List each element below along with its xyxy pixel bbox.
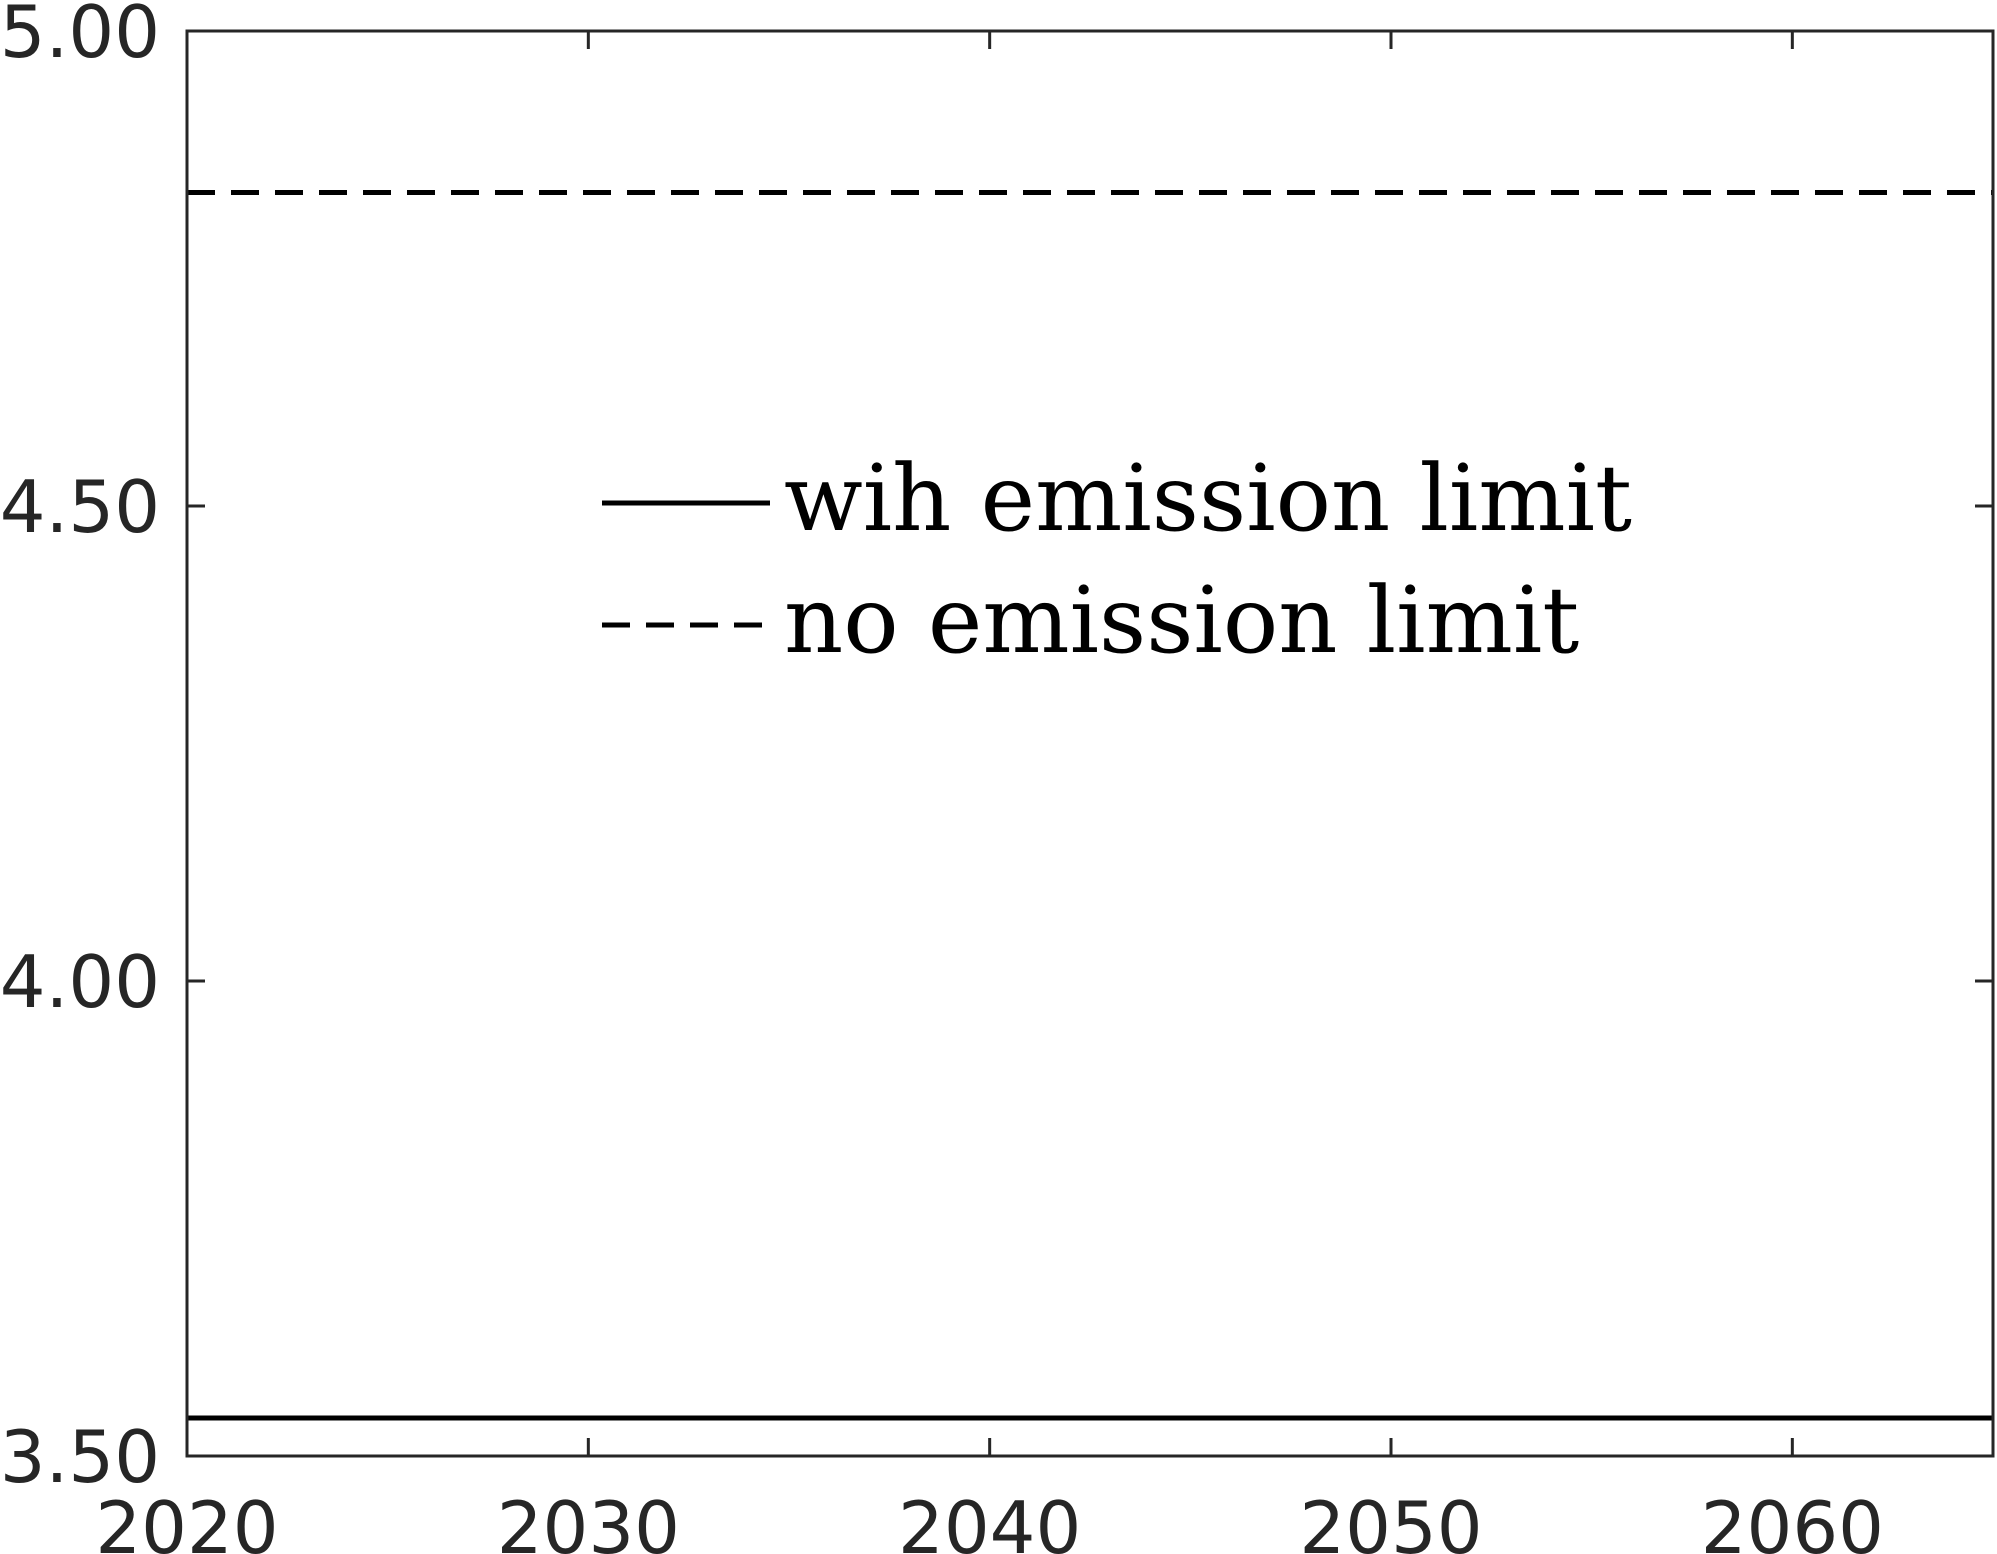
x-tick-label: 2050 [1299, 1486, 1482, 1554]
legend: wih emission limit no emission limit [602, 445, 1632, 674]
plot-frame [185, 29, 1995, 1458]
x-tick-label: 2030 [497, 1486, 680, 1554]
x-tick-labels: 2020 2030 2040 2050 2060 [95, 1486, 1884, 1554]
y-tick-label: 3.50 [0, 1415, 160, 1499]
y-tick-label: 5.00 [0, 0, 160, 74]
legend-label-1: wih emission limit [784, 445, 1632, 552]
series-layer [187, 190, 1993, 1421]
ticks-layer [185, 29, 1993, 1458]
y-tick-label: 4.00 [0, 940, 160, 1024]
y-tick-label: 4.50 [0, 465, 160, 549]
legend-label-2: no emission limit [784, 567, 1579, 674]
x-tick-label: 2060 [1701, 1486, 1884, 1554]
x-tick-label: 2040 [898, 1486, 1081, 1554]
x-tick-label: 2020 [95, 1486, 278, 1554]
y-tick-labels: 3.50 4.00 4.50 5.00 [0, 0, 160, 1499]
